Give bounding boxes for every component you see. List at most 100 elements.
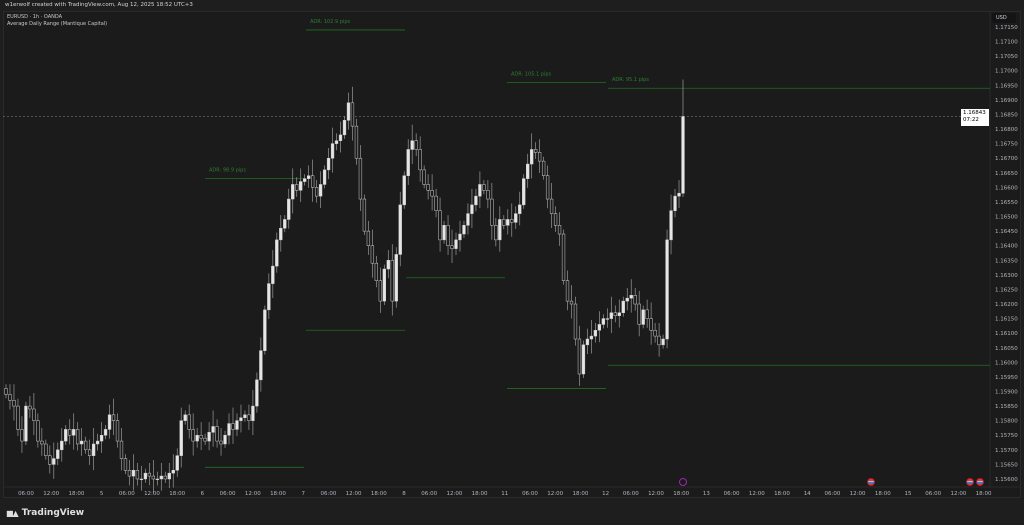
bearish-candle xyxy=(633,295,637,305)
adr-label: ADR: 95.1 pips xyxy=(612,77,649,83)
bearish-candle xyxy=(390,260,394,302)
time-tick-label: 6 xyxy=(201,491,205,497)
symbol-label[interactable]: EURUSD · 1h · OANDA xyxy=(7,14,63,20)
bearish-candle xyxy=(40,440,44,445)
bullish-candle xyxy=(179,420,183,456)
indicator-label[interactable]: Average Daily Range (Mantique Capital) xyxy=(7,21,108,27)
bullish-candle xyxy=(207,432,211,442)
purple-event-icon[interactable] xyxy=(679,478,687,486)
time-tick-label: 06:00 xyxy=(623,491,639,497)
bearish-candle xyxy=(119,440,124,459)
bearish-candle xyxy=(450,245,454,249)
bullish-candle xyxy=(64,429,68,442)
price-tick-label: 1.16350 xyxy=(995,258,1018,264)
bearish-candle xyxy=(247,414,251,421)
bullish-candle xyxy=(406,149,410,176)
bearish-candle xyxy=(16,405,20,430)
price-tick-label: 1.15800 xyxy=(995,419,1018,425)
bearish-candle xyxy=(36,420,40,442)
bearish-candle xyxy=(366,230,371,246)
bearish-candle xyxy=(111,414,116,421)
chart-panel[interactable] xyxy=(3,11,1021,498)
time-tick-label: 12:00 xyxy=(245,491,261,497)
time-tick-label: 18:00 xyxy=(270,491,286,497)
bullish-candle xyxy=(514,213,518,223)
time-tick-label: 06:00 xyxy=(824,491,840,497)
bullish-candle xyxy=(326,157,331,171)
price-tick-label: 1.16200 xyxy=(995,302,1018,308)
bullish-candle xyxy=(60,440,64,451)
bearish-candle xyxy=(370,245,375,264)
bullish-candle xyxy=(454,239,458,249)
bearish-candle xyxy=(87,449,92,456)
bearish-candle xyxy=(426,184,430,191)
bullish-candle xyxy=(338,134,343,141)
tradingview-logo[interactable]: ■▲ TradingView xyxy=(6,508,84,518)
bullish-candle xyxy=(235,420,239,430)
us-flag-icon[interactable] xyxy=(867,478,875,486)
bearish-candle xyxy=(187,414,191,430)
bearish-candle xyxy=(203,437,207,442)
price-tick-label: 1.15900 xyxy=(995,390,1018,396)
bullish-candle xyxy=(143,472,148,480)
bullish-candle xyxy=(211,426,215,433)
chart-credit: w1erwolf created with TradingView.com, A… xyxy=(5,2,193,8)
current-price-value: 1.16843 xyxy=(963,110,986,116)
us-flag-icon[interactable] xyxy=(976,478,984,486)
bearish-candle xyxy=(537,152,542,162)
bearish-candle xyxy=(12,399,16,407)
bullish-candle xyxy=(80,440,84,445)
bullish-candle xyxy=(462,225,466,235)
footer xyxy=(0,498,1024,525)
time-tick-label: 06:00 xyxy=(18,491,34,497)
bearish-candle xyxy=(541,160,546,176)
bullish-candle xyxy=(183,414,187,421)
bullish-candle xyxy=(159,475,163,480)
price-tick-label: 1.16500 xyxy=(995,215,1018,221)
currency-label[interactable]: USD xyxy=(992,13,1016,23)
bullish-candle xyxy=(103,429,108,436)
bullish-candle xyxy=(227,423,231,436)
bearish-candle xyxy=(645,309,649,319)
bearish-candle xyxy=(28,405,32,410)
bullish-candle xyxy=(259,350,263,381)
price-chart[interactable]: 1.17150 1.17100 1.17050 1.17000 1.16950 1.169… xyxy=(0,0,1024,498)
bullish-candle xyxy=(506,219,510,226)
bullish-candle xyxy=(677,192,681,197)
bullish-candle xyxy=(91,443,96,456)
us-flag-icon[interactable] xyxy=(966,478,974,486)
bearish-candle xyxy=(8,394,12,401)
price-tick-label: 1.16150 xyxy=(995,317,1018,323)
bearish-candle xyxy=(446,225,450,246)
bullish-candle xyxy=(402,175,406,206)
time-tick-label: 15 xyxy=(905,491,912,497)
bullish-candle xyxy=(605,318,609,320)
bearish-candle xyxy=(418,149,422,171)
price-tick-label: 1.16400 xyxy=(995,244,1018,250)
price-tick-label: 1.16600 xyxy=(995,185,1018,191)
price-tick-label: 1.15650 xyxy=(995,462,1018,468)
bearish-candle xyxy=(48,455,52,465)
time-tick-label: 12 xyxy=(602,491,609,497)
price-tick-label: 1.16250 xyxy=(995,287,1018,293)
bullish-candle xyxy=(24,405,28,442)
price-tick-label: 1.17150 xyxy=(995,25,1018,31)
bullish-candle xyxy=(625,297,629,302)
price-tick-label: 1.16750 xyxy=(995,142,1018,148)
bullish-candle xyxy=(673,195,677,211)
time-tick-label: 18:00 xyxy=(976,491,992,497)
bearish-candle xyxy=(430,190,434,197)
bullish-candle xyxy=(99,434,104,442)
time-tick-label: 18:00 xyxy=(673,491,689,497)
bullish-candle xyxy=(251,405,255,421)
bearish-candle xyxy=(295,184,299,191)
top-bar: w1erwolf created with TradingView.com, A… xyxy=(0,0,1024,11)
time-tick-label: 06:00 xyxy=(421,491,437,497)
bullish-candle xyxy=(271,265,275,284)
bearish-candle xyxy=(219,440,223,445)
time-tick-label: 12:00 xyxy=(144,491,160,497)
bearish-candle xyxy=(573,303,578,340)
bullish-candle xyxy=(72,429,76,436)
price-tick-label: 1.16700 xyxy=(995,156,1018,162)
time-tick-label: 06:00 xyxy=(522,491,538,497)
